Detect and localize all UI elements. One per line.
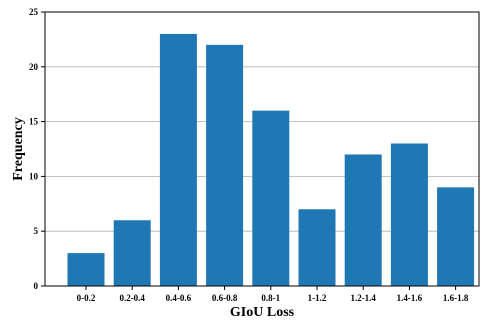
bar-1-1.2 xyxy=(298,209,336,286)
bar-0.6-0.8 xyxy=(206,44,244,286)
x-tick-label: 1.4-1.6 xyxy=(397,293,423,303)
x-tick-label: 0.4-0.6 xyxy=(166,293,192,303)
x-axis-label: GIoU Loss xyxy=(230,305,295,320)
y-tick-label: 25 xyxy=(29,7,39,17)
x-tick-label: 1.6-1.8 xyxy=(443,293,469,303)
bar-0.8-1 xyxy=(252,110,290,286)
y-axis-ticks: 0 5 10 15 20 25 xyxy=(29,7,45,291)
x-tick-label: 0-0.2 xyxy=(77,293,96,303)
x-tick-label: 0.8-1 xyxy=(261,293,280,303)
x-axis-ticks: 0-0.2 0.2-0.4 0.4-0.6 0.6-0.8 0.8-1 1-1.2 1.2-… xyxy=(77,286,469,303)
axis-frame xyxy=(44,11,480,287)
x-tick-label: 1.2-1.4 xyxy=(350,293,376,303)
bar-1.6-1.8 xyxy=(437,187,475,286)
y-tick-label: 5 xyxy=(34,226,39,236)
y-tick-label: 20 xyxy=(29,62,39,72)
bar-1.4-1.6 xyxy=(390,143,428,286)
bar-0.2-0.4 xyxy=(113,220,151,286)
x-tick-label: 0.6-0.8 xyxy=(212,293,238,303)
bar-0-0.2 xyxy=(67,253,105,286)
y-tick-label: 10 xyxy=(29,171,39,181)
bar-0.4-0.6 xyxy=(159,33,197,286)
x-tick-label: 0.2-0.4 xyxy=(119,293,145,303)
x-tick-label: 1-1.2 xyxy=(308,293,327,303)
y-tick-label: 0 xyxy=(34,281,39,291)
y-tick-label: 15 xyxy=(29,117,39,127)
y-axis-label: Frequency xyxy=(11,117,26,181)
bar-1.2-1.4 xyxy=(344,154,382,286)
bars-group xyxy=(67,33,475,286)
